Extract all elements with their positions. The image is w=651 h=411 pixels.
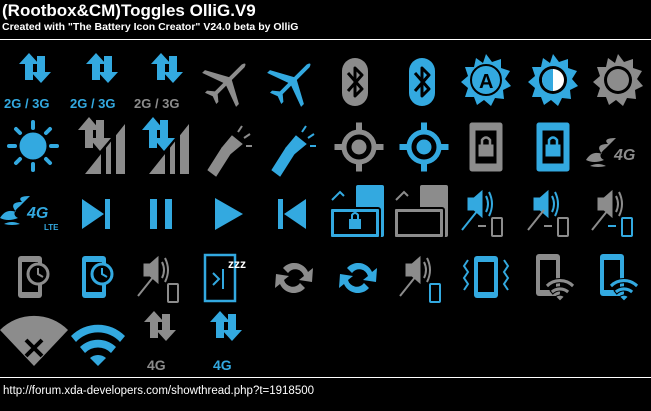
- data-2g3g-icon: [151, 53, 183, 83]
- brightness-high-icon: [7, 120, 59, 172]
- sound-vibrate-icon: [461, 190, 503, 237]
- airplane-icon: [258, 46, 328, 116]
- sound-vibrate-icon: [527, 190, 569, 237]
- previous-track-icon: [278, 199, 306, 229]
- sleep-icon: [203, 253, 237, 303]
- flashlight-icon: [271, 125, 316, 177]
- flashlight-icon: [207, 125, 252, 177]
- mobile-signal-icon: [78, 117, 125, 178]
- data-2g3g-icon: [19, 53, 51, 83]
- play-icon: [215, 198, 243, 230]
- rotation-lock-icon: [329, 185, 384, 239]
- next-track-icon: [82, 199, 110, 229]
- forum-link[interactable]: http://forum.xda-developers.com/showthre…: [3, 385, 315, 397]
- sound-vibrate-icon: [137, 256, 179, 303]
- sync-icon: [275, 262, 313, 294]
- lte-label: LTE: [44, 223, 59, 232]
- bluetooth-icon: [407, 56, 437, 108]
- brightness-auto-icon: [461, 54, 511, 106]
- 4g-fire-icon: [586, 138, 616, 167]
- 4g-fire-label: 4G: [613, 147, 635, 164]
- screen-timeout-icon: [82, 256, 114, 298]
- mobile-signal-icon: [142, 117, 189, 178]
- pause-icon: [150, 199, 172, 229]
- data-4g-icon: [210, 311, 242, 341]
- brightness-half-icon: [528, 54, 578, 106]
- lte-fire-4g-label: 4G: [26, 205, 48, 222]
- data-4g-icon: [144, 311, 176, 341]
- auto-brightness-label: A: [479, 71, 493, 93]
- rotation-icon: [393, 185, 448, 239]
- image-title: (Rootbox&CM)Toggles OlliG.V9: [2, 1, 256, 20]
- bluetooth-icon: [340, 56, 370, 108]
- wifi-off-icon: [0, 315, 68, 366]
- airplane-icon: [193, 46, 263, 116]
- top-divider: [0, 39, 651, 40]
- wifi-ap-icon: [536, 254, 576, 302]
- sound-vibrate-icon: [591, 190, 633, 237]
- sync-icon: [339, 262, 377, 294]
- data-2g3g-label: 2G / 3G: [134, 96, 180, 111]
- data-4g-label: 4G: [213, 357, 232, 373]
- sound-vibrate-icon: [399, 256, 441, 303]
- gps-icon: [400, 123, 448, 171]
- data-2g3g-icon: [86, 53, 118, 83]
- data-2g3g-label: 2G / 3G: [4, 96, 50, 111]
- screen-timeout-icon: [18, 256, 50, 298]
- wifi-ap-icon: [600, 254, 640, 302]
- data-4g-label: 4G: [147, 357, 166, 373]
- brightness-low-icon: [593, 54, 643, 106]
- screen-lock-icon: [468, 121, 504, 173]
- sleep-label: zzz: [228, 257, 246, 271]
- gps-icon: [335, 123, 383, 171]
- lte-fire-icon: [0, 196, 30, 225]
- image-subtitle: Created with "The Battery Icon Creator" …: [2, 21, 299, 33]
- screen-lock-icon: [535, 121, 571, 173]
- bottom-divider: [0, 377, 651, 378]
- vibrate-icon: [462, 256, 510, 298]
- wifi-icon: [71, 324, 125, 366]
- data-2g3g-label: 2G / 3G: [70, 96, 116, 111]
